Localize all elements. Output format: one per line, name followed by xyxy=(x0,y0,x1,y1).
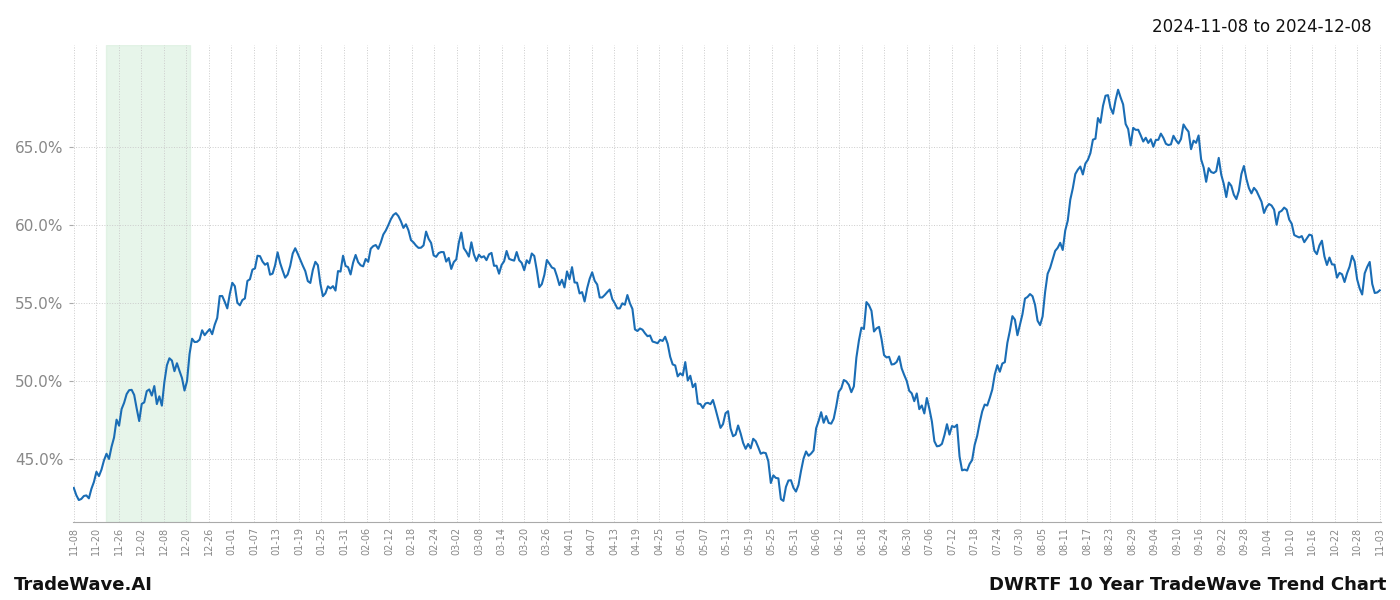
Text: 2024-11-08 to 2024-12-08: 2024-11-08 to 2024-12-08 xyxy=(1152,18,1372,36)
Text: TradeWave.AI: TradeWave.AI xyxy=(14,576,153,594)
Bar xyxy=(106,45,189,522)
Text: DWRTF 10 Year TradeWave Trend Chart: DWRTF 10 Year TradeWave Trend Chart xyxy=(988,576,1386,594)
